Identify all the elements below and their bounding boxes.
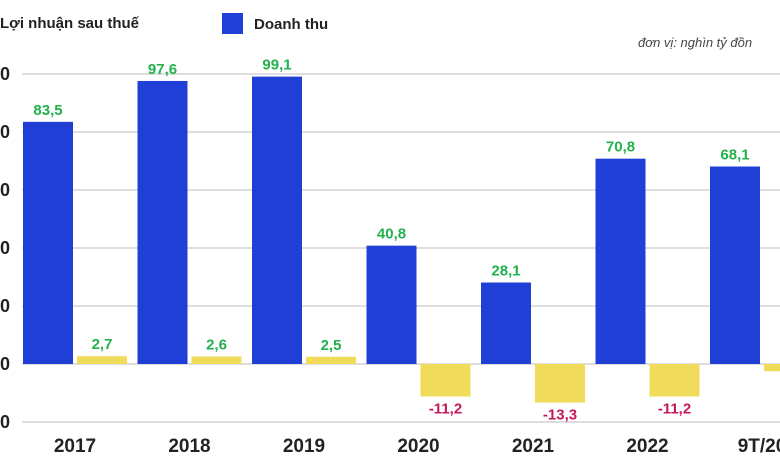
- revenue-bar: [23, 121, 73, 364]
- revenue-bar: [481, 282, 531, 364]
- revenue-bar: [366, 245, 417, 364]
- y-tick-label: 0: [0, 412, 10, 432]
- y-axis-ticks: 0 0 0 0 0 0 0: [0, 64, 10, 432]
- x-axis-ticks: 2017 2018 2019 2020 2021 2022 9T/20: [54, 436, 780, 457]
- revenue-data-label: 70,8: [606, 139, 635, 156]
- x-tick-label: 2019: [283, 436, 325, 457]
- revenue-data-label: 28,1: [491, 263, 520, 280]
- revenue-data-label: 40,8: [377, 226, 406, 243]
- y-tick-label: 0: [0, 238, 10, 258]
- x-tick-label: 2022: [626, 436, 668, 457]
- legend: Lợi nhuận sau thuế Doanh thu: [0, 13, 328, 34]
- y-tick-label: 0: [0, 122, 10, 142]
- unit-label: đơn vị: nghìn tỷ đồn: [638, 35, 752, 50]
- revenue-bar: [595, 158, 646, 364]
- data-labels: 83,5 2,7 97,6 2,6 99,1 2,5 40,8 -11,2 28,1 -13,3 7…: [33, 57, 749, 424]
- profit-data-label: -11,2: [429, 400, 462, 417]
- revenue-data-label: 99,1: [262, 57, 291, 74]
- revenue-bar: [710, 166, 760, 364]
- revenue-bar: [252, 76, 302, 365]
- profit-data-label: -11,2: [658, 400, 691, 417]
- profit-bar: [77, 356, 127, 364]
- y-tick-label: 0: [0, 180, 10, 200]
- x-tick-label: 2018: [168, 436, 210, 457]
- profit-bar: [191, 356, 242, 364]
- x-tick-label: 2020: [397, 436, 439, 457]
- profit-bar: [420, 364, 471, 397]
- revenue-bar: [137, 80, 188, 365]
- profit-bar: [649, 364, 700, 397]
- legend-revenue-swatch: [222, 13, 243, 34]
- y-tick-label: 0: [0, 354, 10, 374]
- y-tick-label: 0: [0, 64, 10, 84]
- revenue-data-label: 97,6: [148, 61, 177, 78]
- profit-bar: [764, 364, 780, 372]
- profit-bar: [306, 356, 356, 364]
- bars: [23, 76, 780, 403]
- x-tick-label: 9T/20: [738, 436, 780, 457]
- profit-data-label: -13,3: [543, 407, 577, 424]
- profit-data-label: 2,5: [321, 337, 342, 354]
- x-tick-label: 2021: [512, 436, 555, 457]
- profit-bar: [535, 364, 585, 403]
- y-tick-label: 0: [0, 296, 10, 316]
- revenue-data-label: 68,1: [720, 147, 749, 164]
- legend-profit-label: Lợi nhuận sau thuế: [0, 15, 140, 32]
- x-tick-label: 2017: [54, 436, 96, 457]
- legend-revenue-label: Doanh thu: [254, 16, 328, 33]
- revenue-data-label: 83,5: [33, 102, 62, 119]
- profit-data-label: 2,6: [206, 336, 227, 353]
- profit-data-label: 2,7: [92, 336, 113, 353]
